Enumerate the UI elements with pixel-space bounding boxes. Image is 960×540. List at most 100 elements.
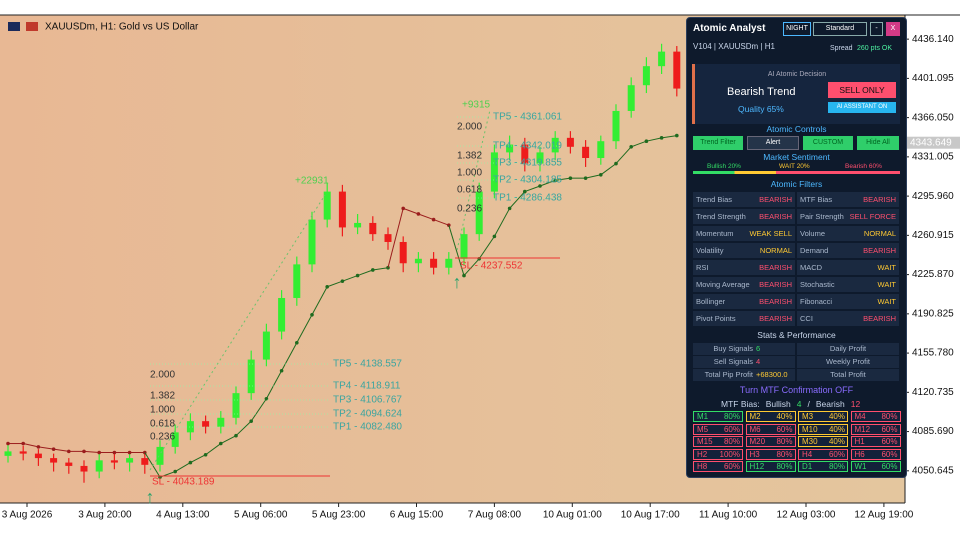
trail-segment	[205, 443, 222, 456]
candle-body	[19, 451, 27, 454]
filter-cell	[797, 311, 899, 326]
trail-segment	[235, 420, 252, 437]
mtf-cell	[850, 461, 901, 472]
fib-label: 2.000	[457, 122, 482, 133]
trail-segment	[600, 163, 617, 176]
trail-segment	[555, 177, 571, 181]
filter-cell	[797, 209, 899, 224]
mtf-timeframe: H4	[802, 449, 813, 459]
mtf-timeframe: M4	[854, 412, 866, 421]
trail-segment	[342, 275, 358, 282]
tp-label: TP3 - 4319.855	[493, 158, 562, 169]
y-tick-label: 4401.095	[912, 73, 954, 84]
trail-segment	[418, 213, 434, 221]
trail-segment	[38, 446, 54, 450]
sentiment-title: Market Sentiment	[763, 152, 830, 162]
x-tick-label: 10 Aug 01:00	[543, 510, 602, 521]
x-tick-label: 11 Aug 10:00	[699, 510, 758, 521]
filter-name: MTF Bias	[800, 195, 833, 204]
filter-name: Volume	[800, 229, 826, 238]
filter-value: BEARISH	[863, 314, 896, 323]
mtf-percent: 60%	[723, 424, 740, 434]
mtf-toggle[interactable]: Turn MTF Confirmation OFF	[739, 385, 854, 395]
trail-segment	[296, 314, 313, 343]
candle-body	[232, 393, 240, 418]
filter-cell	[693, 243, 795, 258]
filter-name: Volatility	[696, 246, 724, 255]
spread-label: Spread	[830, 45, 853, 52]
mtf-cell	[693, 461, 743, 472]
filter-value: BEARISH	[759, 314, 792, 323]
mtf-timeframe: M20	[749, 437, 766, 446]
filter-cell	[693, 294, 795, 309]
mode-button[interactable]: Standard	[813, 22, 867, 36]
mtf-cell	[850, 436, 901, 447]
mtf-timeframe: H6	[854, 449, 865, 459]
tp-label: TP5 - 4138.557	[333, 359, 402, 370]
trail-segment	[357, 269, 373, 277]
control-button[interactable]: Hide All	[857, 136, 899, 150]
trail-segment	[311, 286, 328, 316]
candle-body	[202, 421, 210, 427]
action-button[interactable]: SELL ONLY	[828, 82, 896, 98]
close-button[interactable]: X	[886, 22, 900, 36]
fib-label: 0.618	[150, 419, 175, 430]
candle-body	[156, 446, 164, 465]
trail-segment	[646, 137, 662, 142]
mtf-timeframe: M1	[697, 412, 709, 421]
candle-body	[262, 331, 270, 360]
candle-body	[247, 359, 255, 394]
trail-segment	[327, 280, 343, 288]
mtf-bias-part: 4	[796, 399, 802, 409]
stat-name: Daily Profit	[829, 344, 867, 353]
candle-body	[673, 51, 681, 89]
trail-point	[386, 265, 390, 270]
filter-value: BEARISH	[863, 246, 896, 255]
mtf-timeframe: H3	[749, 449, 760, 459]
trail-point	[6, 441, 10, 446]
assistant-button[interactable]: AI ASSISTANT ON	[828, 102, 896, 113]
sentiment-bearish: Bearish 60%	[845, 163, 882, 170]
filter-cell	[693, 277, 795, 292]
stat-cell	[693, 343, 795, 355]
y-tick-label: 4260.915	[912, 230, 954, 241]
candle-body	[430, 258, 438, 268]
y-tick-label: 4190.825	[912, 308, 954, 319]
mtf-bias-part: MTF Bias:	[721, 399, 760, 409]
projection	[456, 109, 491, 251]
last-price-label: 4343.649	[910, 137, 952, 148]
mtf-cell	[693, 411, 743, 422]
y-tick-label: 4436.140	[912, 34, 954, 45]
control-button[interactable]: CUSTOM	[803, 136, 853, 150]
trail-segment	[190, 454, 206, 464]
filter-value: NORMAL	[759, 246, 792, 255]
night-button[interactable]: NIGHT	[783, 22, 811, 36]
mtf-percent: 80%	[776, 437, 793, 446]
control-button[interactable]: Trend Filter	[693, 136, 743, 150]
trail-segment	[265, 370, 283, 399]
mtf-cell	[693, 436, 743, 447]
filter-value: SELL FORCE	[849, 212, 896, 221]
fib-label: 1.382	[457, 151, 482, 162]
filter-name: Demand	[800, 246, 829, 255]
x-tick-label: 7 Aug 08:00	[468, 510, 522, 521]
candle-body	[460, 234, 468, 259]
candle-body	[80, 465, 88, 472]
mtf-cell	[745, 411, 796, 422]
signal-arrow: ↑	[453, 272, 462, 292]
trail-segment	[631, 140, 647, 148]
control-button[interactable]: Alert	[747, 136, 799, 150]
mtf-percent: 60%	[828, 449, 845, 459]
filter-value: BEARISH	[759, 212, 792, 221]
x-tick-label: 3 Aug 2026	[2, 510, 53, 521]
candle-body	[521, 144, 529, 164]
trail-point	[188, 460, 193, 465]
filter-name: Stochastic	[800, 280, 835, 289]
quality: Quality 65%	[738, 104, 784, 114]
trail-point	[219, 441, 223, 446]
mtf-percent: 40%	[828, 412, 845, 421]
tp-label: TP4 - 4118.911	[333, 381, 401, 392]
minimize-button[interactable]: -	[870, 22, 883, 36]
mtf-cell	[798, 436, 848, 447]
fib-label: 1.000	[457, 168, 482, 179]
